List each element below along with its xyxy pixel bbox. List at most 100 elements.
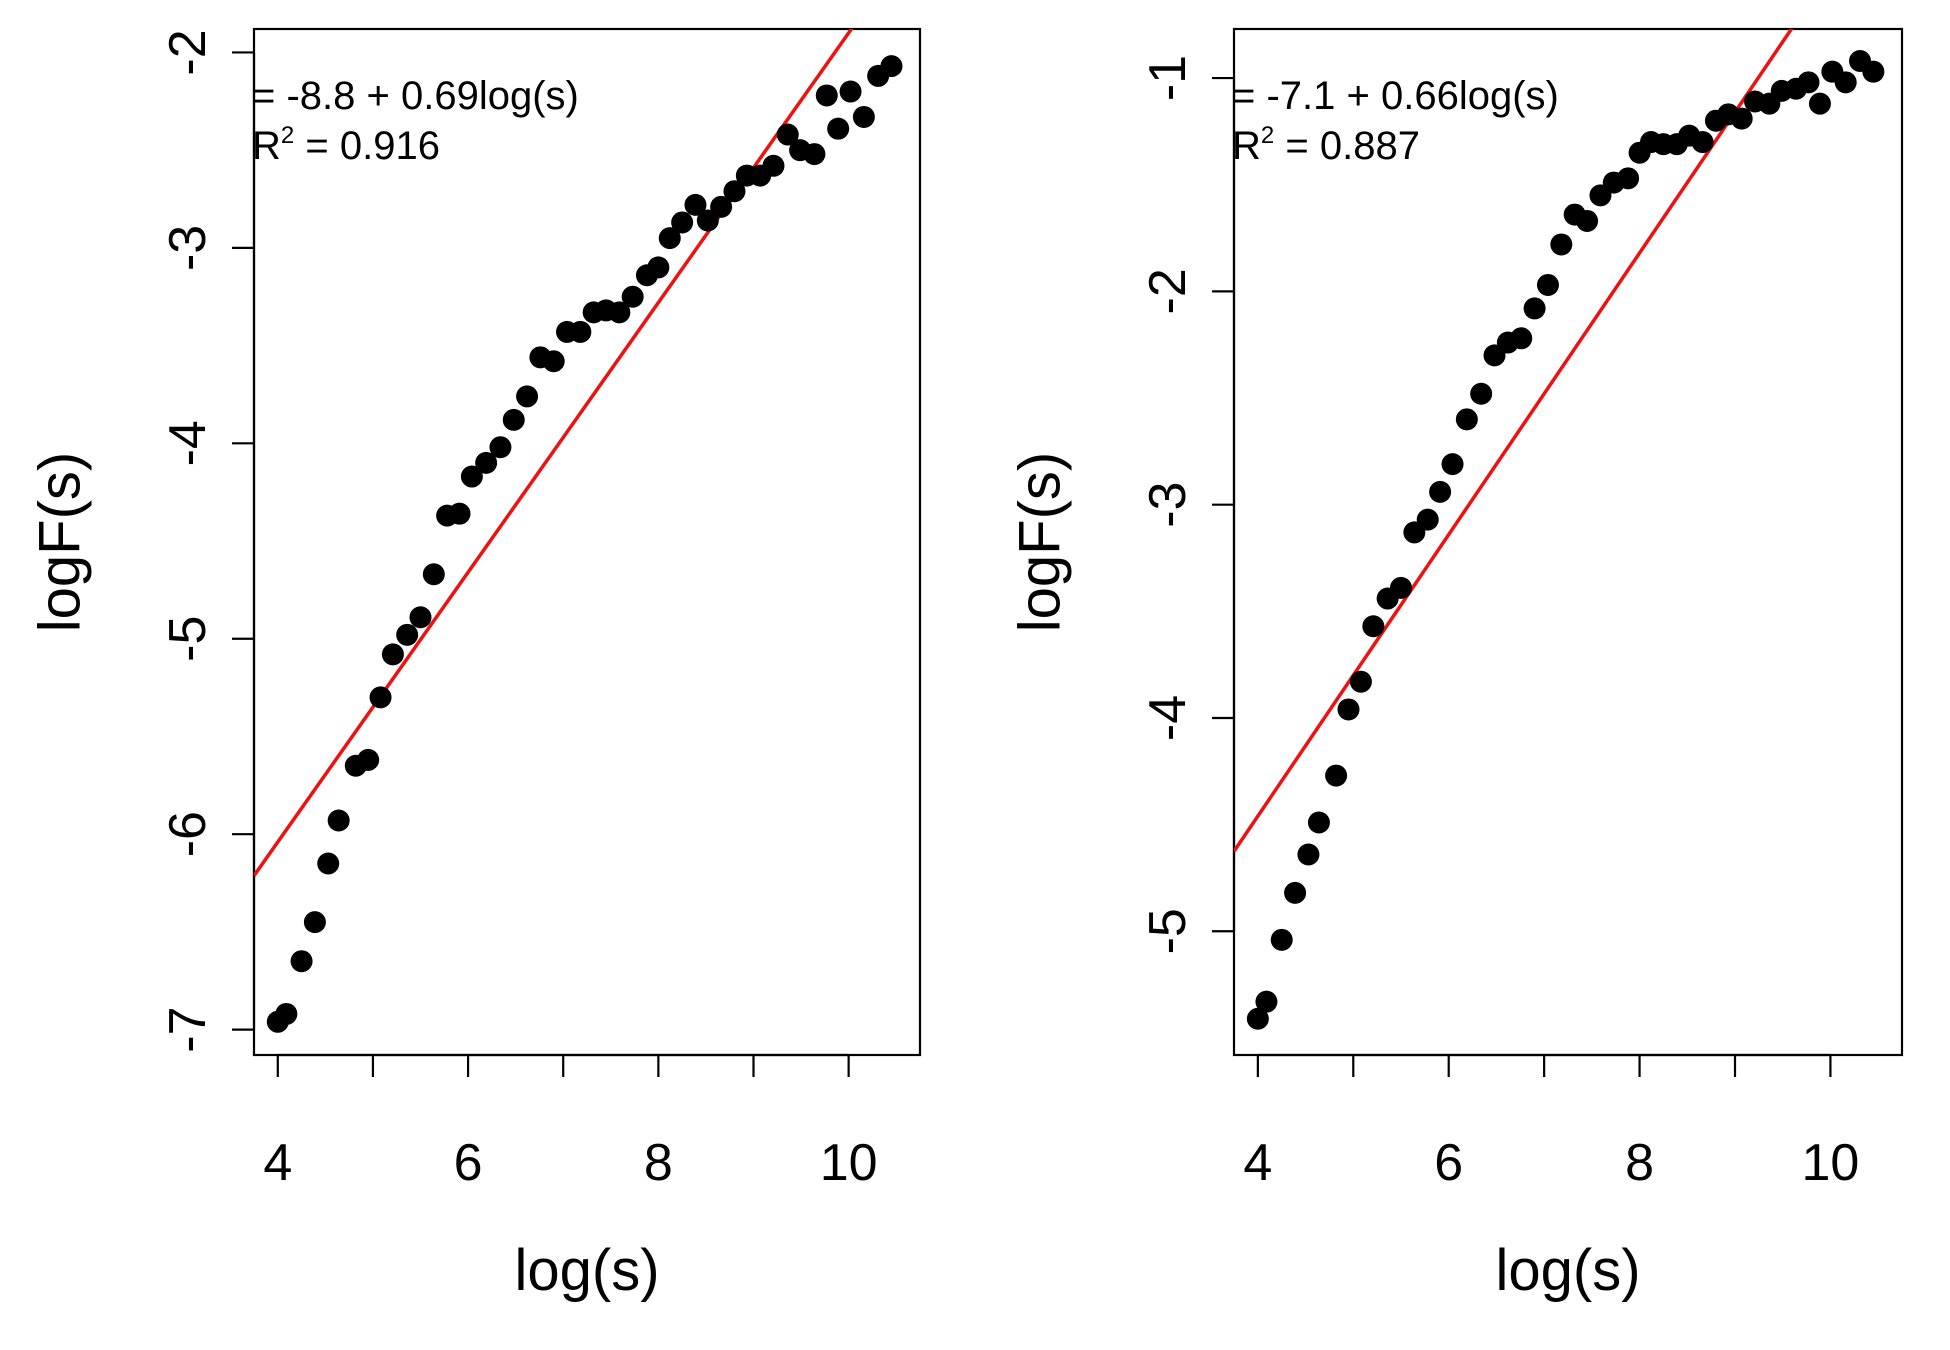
data-point: [696, 209, 719, 232]
data-point: [1284, 881, 1307, 904]
data-point: [516, 385, 539, 408]
data-point: [422, 563, 445, 586]
data-point: [621, 285, 644, 308]
y-tick-label: -2: [1139, 268, 1197, 314]
data-point: [1325, 764, 1348, 787]
fit-annotation: = -8.8 + 0.69log(s)R2 = 0.916: [252, 74, 579, 168]
data-point: [369, 686, 392, 709]
data-point: [290, 950, 313, 973]
data-point: [409, 606, 432, 629]
data-point: [396, 623, 419, 646]
y-tick-label: -4: [159, 420, 217, 466]
x-axis: 4 6 8 10: [263, 1053, 878, 1192]
chart-panel-1: 4 6 8 10 -7 -6 -5 -4 -3 -2 log(s) logF(s) = -8.8 + 0…: [28, 27, 922, 1303]
y-tick-label: -5: [159, 616, 217, 662]
data-point: [542, 350, 565, 373]
data-point: [723, 180, 746, 203]
fit-equation: = -8.8 + 0.69log(s): [252, 74, 579, 118]
data-point: [303, 911, 326, 934]
data-point: [1730, 107, 1753, 130]
y-tick-label: -3: [159, 225, 217, 271]
x-tick-label: 6: [454, 1134, 483, 1192]
x-tick-label: 10: [1802, 1134, 1860, 1192]
data-points: [1246, 49, 1885, 1030]
regression-line: [254, 29, 854, 877]
data-point: [1349, 670, 1372, 693]
data-point: [1416, 508, 1439, 531]
r-squared: R2 = 0.887: [1232, 122, 1420, 168]
x-tick-label: 8: [644, 1134, 673, 1192]
data-point: [647, 256, 670, 279]
data-point: [569, 320, 592, 343]
data-point: [460, 465, 483, 488]
y-tick-label: -3: [1139, 482, 1197, 528]
data-point: [317, 852, 340, 875]
y-axis-title: logF(s): [1008, 452, 1073, 632]
data-point: [815, 84, 838, 107]
data-point: [475, 451, 498, 474]
x-axis-title: log(s): [514, 1238, 659, 1303]
fit-equation: = -7.1 + 0.66log(s): [1232, 74, 1559, 118]
x-tick-label: 4: [263, 1134, 292, 1192]
data-point: [1523, 297, 1546, 320]
data-point: [1337, 698, 1360, 721]
data-point: [776, 123, 799, 146]
data-point: [1510, 327, 1533, 350]
data-point: [1455, 408, 1478, 431]
data-point: [275, 1002, 298, 1025]
y-tick-label: -6: [159, 811, 217, 857]
data-point: [1834, 71, 1857, 94]
y-tick-label: -1: [1139, 55, 1197, 101]
data-point: [1550, 233, 1573, 256]
x-axis: 4 6 8 10: [1243, 1053, 1860, 1192]
data-point: [1390, 576, 1412, 599]
data-point: [671, 211, 694, 234]
data-point: [658, 227, 681, 250]
y-tick-label: -4: [1139, 695, 1197, 741]
y-tick-label: -2: [159, 29, 217, 75]
x-tick-label: 6: [1434, 1134, 1463, 1192]
data-point: [1270, 928, 1293, 951]
data-point: [608, 301, 631, 324]
data-point: [710, 195, 733, 218]
data-point: [381, 643, 404, 666]
data-point: [1470, 382, 1493, 405]
x-axis-title: log(s): [1495, 1238, 1640, 1303]
y-tick-label: -7: [159, 1006, 217, 1052]
x-tick-label: 4: [1243, 1134, 1272, 1192]
x-tick-label: 8: [1625, 1134, 1654, 1192]
data-point: [1691, 131, 1714, 154]
data-point: [357, 748, 380, 771]
chart-panel-2: 4 6 8 10 -5 -4 -3 -2 -1 log(s) logF(s) = -7.1 + 0.6…: [1008, 27, 1904, 1303]
data-point: [1429, 480, 1452, 503]
data-point: [1536, 273, 1559, 296]
data-point: [448, 502, 471, 525]
data-point: [1307, 811, 1330, 834]
data-point: [1362, 615, 1385, 638]
plot-frame: [1232, 27, 1904, 1057]
data-point: [1808, 92, 1831, 115]
y-axis: -7 -6 -5 -4 -3 -2: [159, 29, 256, 1053]
y-tick-label: -5: [1139, 908, 1197, 954]
y-axis: -5 -4 -3 -2 -1: [1139, 55, 1236, 954]
data-point: [803, 143, 826, 166]
data-points: [266, 55, 903, 1033]
data-point: [327, 809, 350, 832]
y-axis-title: logF(s): [28, 452, 93, 632]
data-point: [1246, 1007, 1269, 1030]
data-point: [827, 117, 850, 140]
data-point: [880, 55, 903, 78]
fit-annotation: = -7.1 + 0.66log(s)R2 = 0.887: [1232, 74, 1559, 168]
r-squared: R2 = 0.916: [252, 122, 440, 168]
data-point: [839, 80, 862, 103]
regression-line: [1234, 29, 1794, 853]
data-point: [852, 105, 875, 128]
data-point: [502, 408, 525, 431]
data-point: [489, 436, 512, 459]
data-point: [1576, 209, 1599, 232]
data-point: [1255, 990, 1278, 1013]
data-point: [1617, 167, 1640, 190]
data-point: [684, 193, 707, 216]
data-point: [1441, 453, 1464, 476]
